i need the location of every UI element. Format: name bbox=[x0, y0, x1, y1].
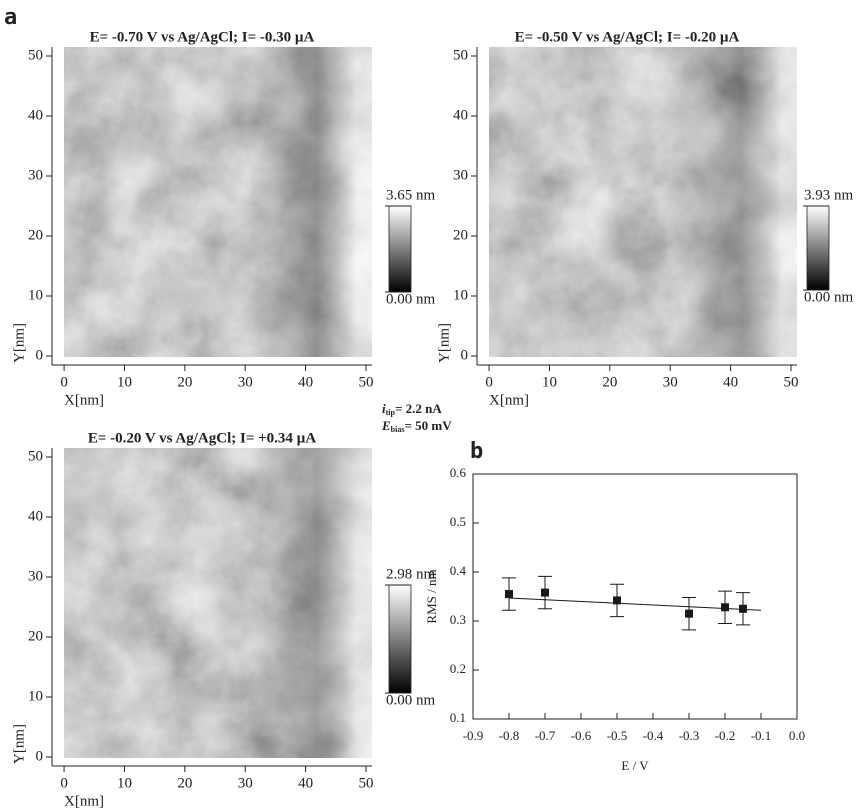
x-axis-label: X[nm] bbox=[64, 392, 104, 408]
annotation-symbol: E bbox=[381, 418, 391, 433]
y-tick-label: 0 bbox=[461, 347, 469, 363]
y-tick-label: 20 bbox=[28, 227, 43, 243]
data-point bbox=[685, 609, 693, 618]
x-tick-label: 10 bbox=[542, 374, 557, 390]
colorbar bbox=[388, 205, 412, 293]
x-tick-label: 10 bbox=[117, 775, 132, 791]
y-tick-label: 0.2 bbox=[450, 661, 466, 676]
data-point bbox=[505, 590, 513, 599]
y-tick-label: 0.1 bbox=[450, 710, 466, 725]
chart-title: E= -0.70 V vs Ag/AgCl; I= -0.30 µA bbox=[90, 29, 315, 45]
y-axis-label: Y[nm] bbox=[11, 323, 27, 363]
panel-label: b bbox=[470, 439, 483, 464]
x-tick-label: 10 bbox=[117, 374, 132, 390]
panel-label: a bbox=[4, 5, 17, 30]
colorbar bbox=[806, 205, 830, 291]
x-tick-label: 30 bbox=[663, 374, 678, 390]
colorbar-label: 0.00 nm bbox=[386, 291, 436, 307]
y-tick-label: 30 bbox=[453, 167, 468, 183]
y-tick-label: 30 bbox=[28, 167, 43, 183]
annotation-symbol: i bbox=[382, 401, 386, 416]
y-tick-label: 50 bbox=[453, 47, 468, 63]
y-tick-label: 20 bbox=[453, 227, 468, 243]
y-tick-label: 0.6 bbox=[450, 465, 467, 480]
y-tick-label: 10 bbox=[28, 688, 43, 704]
annotation: itip= 2.2 nA bbox=[382, 401, 442, 417]
x-tick-label: -0.8 bbox=[499, 728, 520, 743]
y-tick-label: 10 bbox=[453, 287, 468, 303]
fit-line bbox=[508, 597, 762, 611]
x-tick-label: 40 bbox=[298, 775, 313, 791]
y-tick-label: 0.3 bbox=[450, 612, 466, 627]
chart-title: E= -0.50 V vs Ag/AgCl; I= -0.20 µA bbox=[515, 29, 740, 45]
x-tick-label: 30 bbox=[238, 374, 253, 390]
x-axis-label: X[nm] bbox=[489, 392, 529, 408]
annotation: Ebias= 50 mV bbox=[381, 418, 452, 434]
annotation-subscript: tip bbox=[386, 408, 396, 417]
y-tick-label: 0 bbox=[36, 748, 44, 764]
data-point bbox=[721, 603, 729, 612]
annotation-text: = 50 mV bbox=[404, 418, 452, 433]
x-tick-label: 20 bbox=[177, 775, 192, 791]
annotation-subscript: bias bbox=[391, 425, 405, 434]
colorbar-label: 0.00 nm bbox=[386, 692, 436, 708]
x-tick-label: 20 bbox=[602, 374, 617, 390]
stm-shade bbox=[489, 47, 797, 357]
x-tick-label: -0.9 bbox=[463, 728, 484, 743]
x-tick-label: 50 bbox=[783, 374, 798, 390]
x-tick-label: -0.6 bbox=[571, 728, 592, 743]
data-point bbox=[739, 604, 747, 613]
y-tick-label: 20 bbox=[28, 628, 43, 644]
y-axis-label: RMS / nm bbox=[424, 569, 439, 623]
y-tick-label: 0.5 bbox=[450, 514, 466, 529]
data-point bbox=[613, 596, 621, 605]
x-tick-label: -0.1 bbox=[751, 728, 772, 743]
x-tick-label: 20 bbox=[177, 374, 192, 390]
colorbar-label: 2.98 nm bbox=[386, 566, 436, 582]
y-axis-label: Y[nm] bbox=[436, 323, 452, 363]
y-tick-label: 50 bbox=[28, 47, 43, 63]
stm-shade bbox=[64, 47, 372, 357]
x-tick-label: -0.7 bbox=[535, 728, 556, 743]
x-tick-label: 40 bbox=[298, 374, 313, 390]
y-tick-label: 30 bbox=[28, 568, 43, 584]
colorbar-label: 0.00 nm bbox=[804, 289, 854, 305]
x-axis-label: X[nm] bbox=[64, 793, 104, 809]
x-tick-label: 50 bbox=[358, 374, 373, 390]
chart-title: E= -0.20 V vs Ag/AgCl; I= +0.34 µA bbox=[88, 430, 317, 446]
x-tick-label: -0.2 bbox=[715, 728, 736, 743]
x-tick-label: 0 bbox=[485, 374, 493, 390]
x-tick-label: -0.4 bbox=[643, 728, 664, 743]
x-tick-label: 40 bbox=[723, 374, 738, 390]
y-axis-label: Y[nm] bbox=[11, 724, 27, 764]
y-tick-label: 50 bbox=[28, 448, 43, 464]
x-tick-label: 0 bbox=[60, 775, 68, 791]
plot-frame bbox=[472, 473, 798, 720]
colorbar-label: 3.65 nm bbox=[386, 187, 436, 203]
data-point bbox=[541, 588, 549, 597]
colorbar bbox=[388, 584, 412, 694]
x-axis-label: E / V bbox=[621, 758, 649, 773]
y-tick-label: 10 bbox=[28, 287, 43, 303]
annotation-text: = 2.2 nA bbox=[395, 401, 442, 416]
stm-shade bbox=[64, 448, 372, 758]
y-tick-label: 40 bbox=[453, 107, 468, 123]
x-tick-label: 50 bbox=[358, 775, 373, 791]
y-tick-label: 0 bbox=[36, 347, 44, 363]
x-tick-label: 0 bbox=[60, 374, 68, 390]
y-tick-label: 40 bbox=[28, 107, 43, 123]
x-tick-label: 0.0 bbox=[789, 728, 805, 743]
x-tick-label: 30 bbox=[238, 775, 253, 791]
colorbar-label: 3.93 nm bbox=[804, 187, 854, 203]
x-tick-label: -0.3 bbox=[679, 728, 700, 743]
y-tick-label: 0.4 bbox=[450, 563, 467, 578]
x-tick-label: -0.5 bbox=[607, 728, 628, 743]
y-tick-label: 40 bbox=[28, 508, 43, 524]
